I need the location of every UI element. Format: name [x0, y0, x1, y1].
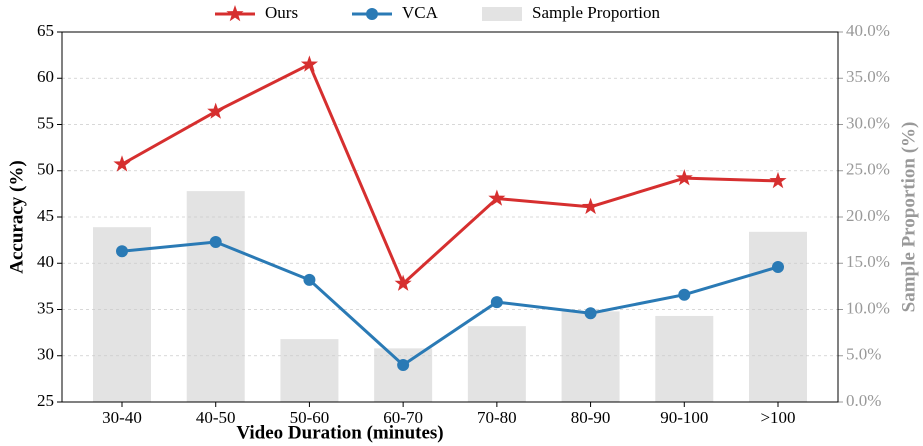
grid — [62, 31, 838, 403]
marker — [116, 245, 128, 258]
marker — [769, 171, 787, 189]
line — [121, 62, 779, 287]
marker — [488, 189, 506, 206]
y2-tick-label: 25.0% — [846, 160, 890, 179]
bar — [749, 231, 807, 402]
x-tick-label: >100 — [760, 408, 795, 427]
bars — [93, 191, 807, 402]
bar — [374, 348, 433, 402]
marker — [675, 169, 693, 186]
marker — [303, 273, 316, 286]
legend-label: VCA — [402, 3, 439, 22]
y2-tick-label: 0.0% — [846, 391, 881, 410]
x-tick-label: 50-60 — [290, 408, 330, 427]
legend-label: Sample Proportion — [532, 3, 660, 22]
y-tick-label: 45 — [37, 206, 54, 225]
y-tick-label: 25 — [37, 391, 54, 410]
y2-tick-label: 20.0% — [846, 206, 890, 225]
marker — [678, 288, 691, 301]
plot-frame — [61, 31, 839, 403]
x-tick-label: 60-70 — [383, 408, 423, 427]
y-tick-label: 35 — [37, 298, 54, 317]
y-tick-label: 30 — [37, 345, 54, 364]
x-tick-label: 30-40 — [102, 408, 142, 427]
marker — [209, 235, 222, 248]
y-tick-label: 65 — [37, 21, 54, 40]
y2-axis-label: Sample Proportion (%) — [898, 122, 919, 313]
y2-tick-label: 35.0% — [846, 67, 890, 86]
marker — [772, 260, 784, 273]
bar — [280, 339, 339, 402]
y-tick-label: 50 — [37, 160, 54, 179]
marker — [113, 155, 131, 172]
y2-tick-label: 10.0% — [846, 298, 890, 317]
marker — [582, 197, 600, 215]
bar — [655, 315, 714, 402]
bar — [561, 311, 620, 402]
marker — [397, 359, 410, 371]
marker — [300, 55, 318, 72]
marker — [394, 274, 412, 291]
bar — [467, 326, 526, 402]
y-tick-label: 55 — [37, 113, 54, 132]
legend-marker — [226, 5, 244, 22]
x-tick-label: 90-100 — [660, 408, 708, 427]
legend-label: Ours — [265, 3, 298, 22]
y2-tick-label: 5.0% — [846, 345, 881, 364]
y2-tick-label: 15.0% — [846, 252, 890, 271]
y-axis-label: Accuracy (%) — [6, 160, 27, 273]
marker — [584, 307, 597, 320]
y2-tick-label: 30.0% — [846, 113, 890, 132]
legend-swatch — [482, 7, 522, 21]
bar — [186, 191, 245, 402]
legend-marker — [366, 8, 378, 20]
x-axis-label: Video Duration (minutes) — [236, 422, 443, 443]
y-tick-label: 40 — [37, 252, 54, 271]
y-tick-label: 60 — [37, 67, 54, 86]
marker — [207, 102, 225, 119]
x-tick-label: 40-50 — [196, 408, 236, 427]
x-tick-label: 70-80 — [477, 408, 517, 427]
line — [121, 240, 779, 367]
y2-tick-label: 40.0% — [846, 21, 890, 40]
marker — [490, 296, 503, 309]
x-tick-label: 80-90 — [571, 408, 611, 427]
